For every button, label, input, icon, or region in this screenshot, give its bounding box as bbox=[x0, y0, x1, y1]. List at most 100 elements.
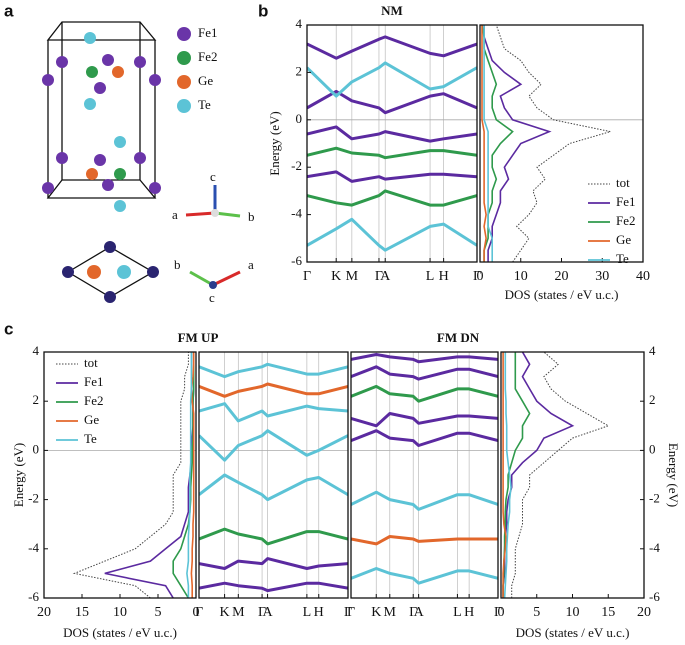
atom bbox=[114, 136, 126, 148]
y-tick-label: 2 bbox=[296, 63, 303, 78]
x-tick-label: H bbox=[314, 605, 324, 620]
x-tick-label: 40 bbox=[636, 269, 650, 284]
x-tick-label: Γ bbox=[409, 605, 417, 620]
y-tick-label: -4 bbox=[649, 540, 660, 555]
x-tick-label: 20 bbox=[637, 605, 651, 620]
y-tick-label: 4 bbox=[649, 343, 656, 358]
plot-area bbox=[44, 352, 196, 598]
band-line bbox=[307, 89, 477, 115]
dos-line bbox=[483, 25, 552, 262]
dos-line bbox=[503, 352, 512, 598]
x-tick-label: 10 bbox=[113, 605, 127, 620]
dos-line bbox=[502, 352, 507, 598]
atom bbox=[134, 152, 146, 164]
band-line bbox=[199, 362, 348, 379]
axis-arrow bbox=[214, 211, 241, 218]
legend-label: Te bbox=[198, 97, 211, 112]
dos-line bbox=[481, 25, 514, 262]
legend-label: tot bbox=[616, 175, 630, 190]
plot-area bbox=[501, 352, 644, 598]
y-axis-label: Energy (eV) bbox=[267, 111, 282, 175]
x-tick-label: Γ bbox=[473, 269, 481, 284]
y-tick-label: 4 bbox=[33, 343, 40, 358]
chart-title: FM UP bbox=[178, 330, 219, 345]
band-line bbox=[307, 217, 477, 252]
axis-arrow bbox=[189, 270, 214, 287]
panel-label: b bbox=[258, 1, 268, 20]
atom bbox=[117, 265, 131, 279]
atom bbox=[134, 56, 146, 68]
plot-area bbox=[480, 25, 643, 262]
plot-area bbox=[307, 25, 477, 262]
y-axis-label: Energy (eV) bbox=[666, 443, 681, 507]
band-line bbox=[307, 189, 477, 207]
band-line bbox=[351, 353, 498, 364]
x-tick-label: Γ bbox=[494, 605, 502, 620]
axis-name: b bbox=[248, 209, 255, 224]
legend-label: Te bbox=[616, 251, 629, 266]
axis-origin bbox=[209, 281, 217, 289]
x-tick-label: A bbox=[414, 605, 425, 620]
y-axis-label: Energy (eV) bbox=[11, 443, 26, 507]
chart-title: NM bbox=[381, 3, 403, 18]
x-tick-label: 15 bbox=[601, 605, 615, 620]
x-tick-label: Γ bbox=[195, 605, 203, 620]
x-axis-label: DOS (states / eV u.c.) bbox=[505, 287, 619, 302]
dos-line bbox=[495, 25, 611, 262]
axis-origin bbox=[211, 209, 219, 217]
band-line bbox=[307, 61, 477, 98]
atoms bbox=[42, 32, 161, 303]
x-tick-label: M bbox=[346, 269, 359, 284]
atom bbox=[147, 266, 159, 278]
atom bbox=[86, 168, 98, 180]
atom bbox=[86, 66, 98, 78]
y-tick-label: 4 bbox=[296, 16, 303, 31]
y-tick-label: 0 bbox=[33, 441, 40, 456]
band-line bbox=[199, 527, 348, 546]
band-line bbox=[307, 35, 477, 60]
dos-line bbox=[502, 352, 575, 598]
band-line bbox=[351, 429, 498, 447]
atom bbox=[56, 56, 68, 68]
dos-line bbox=[186, 352, 193, 598]
x-tick-label: 10 bbox=[566, 605, 580, 620]
atom bbox=[104, 241, 116, 253]
atom bbox=[42, 182, 54, 194]
legend-label: Fe2 bbox=[616, 213, 636, 228]
x-tick-label: Γ bbox=[375, 269, 383, 284]
band-line bbox=[351, 567, 498, 585]
x-tick-label: H bbox=[439, 269, 449, 284]
atom bbox=[62, 266, 74, 278]
plot-frame bbox=[198, 351, 349, 599]
axis-name: c bbox=[210, 169, 216, 184]
panel-label: a bbox=[4, 1, 14, 20]
plot-frame bbox=[306, 24, 478, 263]
atom bbox=[114, 200, 126, 212]
plot-frame bbox=[500, 351, 645, 599]
y-tick-label: 0 bbox=[649, 441, 656, 456]
atom bbox=[114, 168, 126, 180]
band-line bbox=[307, 125, 477, 143]
x-tick-label: 20 bbox=[37, 605, 51, 620]
x-tick-label: 5 bbox=[533, 605, 540, 620]
atom bbox=[94, 154, 106, 166]
axis-name: a bbox=[172, 207, 178, 222]
x-tick-label: 20 bbox=[555, 269, 569, 284]
legend-label: Fe2 bbox=[84, 393, 104, 408]
band-line bbox=[199, 402, 348, 423]
x-tick-label: L bbox=[303, 605, 312, 620]
atom bbox=[84, 32, 96, 44]
legend-label: Fe1 bbox=[84, 374, 104, 389]
legend-label: Ge bbox=[198, 73, 213, 88]
y-tick-label: -2 bbox=[649, 491, 660, 506]
atom bbox=[149, 182, 161, 194]
x-axis-label: DOS (states / eV u.c.) bbox=[63, 625, 177, 640]
x-tick-label: M bbox=[384, 605, 397, 620]
axis-arrow bbox=[185, 211, 216, 217]
band-line bbox=[351, 412, 498, 428]
y-tick-label: -4 bbox=[28, 540, 39, 555]
y-tick-label: 2 bbox=[33, 392, 40, 407]
legend-label: Ge bbox=[616, 232, 631, 247]
legend-label: Fe1 bbox=[198, 25, 218, 40]
